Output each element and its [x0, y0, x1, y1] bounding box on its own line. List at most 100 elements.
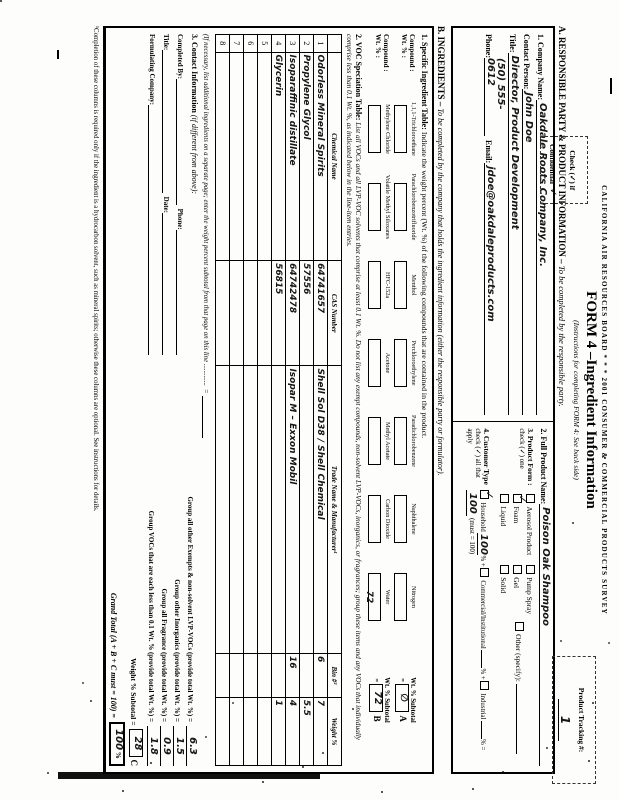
trade-name-cell[interactable] [271, 365, 286, 654]
cas-number-cell[interactable]: 64741657 [313, 260, 328, 366]
group-small-vocs-field[interactable]: 1.8 [147, 725, 159, 766]
tracking-value-field[interactable]: 1 [558, 699, 572, 741]
commercial-pct-field[interactable] [481, 650, 491, 669]
checkbox-liquid[interactable] [500, 494, 509, 504]
wt-field[interactable] [368, 105, 381, 153]
date-field[interactable] [162, 212, 173, 356]
customer-total-field[interactable]: 100 [466, 490, 478, 517]
confidential-label-1: Check (✓) if [568, 150, 577, 191]
confidential-box[interactable]: Check (✓) if Confidential ✓ [540, 136, 588, 205]
cas-number-cell[interactable] [215, 260, 230, 366]
industrial-pct-field[interactable] [481, 721, 491, 740]
checkbox-pump-spray[interactable] [526, 565, 535, 575]
chemical-name-cell[interactable] [257, 52, 272, 261]
wt-field[interactable]: 72 [364, 573, 381, 621]
chemical-name-cell[interactable] [243, 52, 258, 261]
weight-cell[interactable] [243, 697, 258, 766]
bin-cell[interactable] [257, 653, 272, 698]
wt-field[interactable] [368, 183, 381, 231]
trade-name-cell[interactable] [215, 365, 230, 654]
wt-field[interactable] [394, 573, 407, 621]
contact-person-field[interactable]: John Doe [522, 89, 534, 416]
checkbox-household[interactable]: ✓ [480, 490, 496, 500]
additional-subtotal-field[interactable] [202, 396, 212, 439]
wt-field[interactable] [394, 339, 407, 387]
chemical-name-cell[interactable]: Glycerin [271, 52, 286, 261]
subtotal-b-field[interactable]: 72 [369, 683, 383, 712]
chemical-name-cell[interactable]: Isoparaffinic distillate [285, 52, 300, 261]
wt-field[interactable] [394, 183, 407, 231]
wt-field[interactable] [394, 417, 407, 465]
trade-name-cell[interactable] [229, 365, 244, 654]
other-specify-field[interactable] [516, 683, 526, 754]
grand-total-field[interactable]: 100 % [109, 721, 125, 766]
wt-field[interactable] [368, 339, 381, 387]
trade-name-cell[interactable]: Isopar M – Exxon Mobil [285, 365, 300, 654]
trade-name-cell[interactable] [257, 365, 272, 654]
title-field[interactable]: Director, Product Development [508, 52, 520, 416]
email-field[interactable]: jdoe@oakdaleproducts.com [484, 163, 496, 416]
chemical-name-cell[interactable] [215, 52, 230, 261]
subtotal-a-field[interactable]: ∅ [395, 683, 409, 712]
cas-number-cell[interactable]: 57556 [299, 260, 314, 366]
group-exempts-field[interactable]: 6.3 [186, 725, 198, 766]
wt-field[interactable] [394, 261, 407, 309]
wt-field[interactable] [368, 417, 381, 465]
weight-cell[interactable] [215, 697, 230, 766]
wt-field[interactable] [368, 261, 381, 309]
household-pct-field[interactable]: 100 [477, 533, 489, 556]
compound-name: Naphthalene [410, 503, 417, 535]
equals-sign: = [479, 746, 486, 751]
chemical-name-cell[interactable]: Odorless Mineral Spirits [313, 52, 328, 261]
group-fragrance-field[interactable]: 0.9 [160, 725, 172, 766]
wt-field[interactable] [368, 495, 381, 543]
compound-name: Methyl Acetate [384, 422, 391, 460]
bin-cell[interactable] [215, 653, 230, 698]
cas-number-cell[interactable] [229, 260, 244, 366]
weight-cell[interactable]: 5.5 [299, 697, 314, 766]
chemical-name-cell[interactable] [229, 52, 244, 261]
option-solid-label: Solid [499, 577, 508, 594]
weight-cell[interactable]: 1 [271, 697, 286, 766]
product-name-field[interactable]: Poison Oak Shampoo [539, 504, 551, 766]
wt-field[interactable] [394, 105, 407, 153]
chemical-name-cell[interactable]: Propylene Glycol [299, 52, 314, 261]
wt-field[interactable] [394, 495, 407, 543]
checkbox-industrial[interactable] [480, 681, 489, 691]
checkbox-other[interactable] [515, 622, 524, 632]
cas-number-cell[interactable]: 56815 [271, 260, 286, 366]
cas-number-cell[interactable] [257, 260, 272, 366]
option-pump-spray-label: Pump Spray [525, 577, 534, 615]
weight-cell[interactable]: 4 [285, 697, 300, 766]
checkbox-commercial[interactable] [480, 568, 489, 578]
bin-cell[interactable]: 6 [313, 653, 328, 698]
product-form-label: 3. Product Form : [526, 428, 535, 486]
cas-number-cell[interactable] [243, 260, 258, 366]
checkbox-gel[interactable] [513, 565, 522, 575]
trade-name-cell[interactable] [299, 365, 314, 654]
cas-number-cell[interactable]: 64742478 [285, 260, 300, 366]
bin-cell[interactable] [229, 653, 244, 698]
additional-ingredients-line: (If necessary, list additional ingredien… [202, 34, 212, 766]
completed-by-field[interactable] [176, 78, 187, 205]
option-foam-label: Foam [512, 506, 521, 524]
weight-cell[interactable]: 7 [313, 697, 328, 766]
weight-cell[interactable] [257, 697, 272, 766]
group-inorganics-field[interactable]: 1.5 [173, 725, 185, 766]
trade-name-cell[interactable]: Shell Sol D38 / Shell Chemical [313, 365, 328, 654]
checkbox-solid[interactable] [500, 565, 509, 575]
confidential-checkmark[interactable]: ✓ [547, 188, 558, 197]
trade-name-cell[interactable] [243, 365, 258, 654]
bin-cell[interactable] [243, 653, 258, 698]
bin-cell[interactable]: 16 [285, 653, 300, 698]
contact-phone-field[interactable] [176, 229, 187, 356]
checkbox-foam[interactable]: ✓ [513, 494, 529, 504]
weight-subtotal-field[interactable]: 28 [129, 729, 143, 758]
bin-cell[interactable] [299, 653, 314, 698]
bin-cell[interactable] [271, 653, 286, 698]
contact-title-field[interactable] [162, 50, 173, 193]
product-form-note: check (✓) one [518, 428, 526, 469]
weight-cell[interactable] [229, 697, 244, 766]
phone-field[interactable]: (50) 555-0612 [484, 58, 506, 136]
formulating-company-field[interactable] [148, 104, 159, 356]
